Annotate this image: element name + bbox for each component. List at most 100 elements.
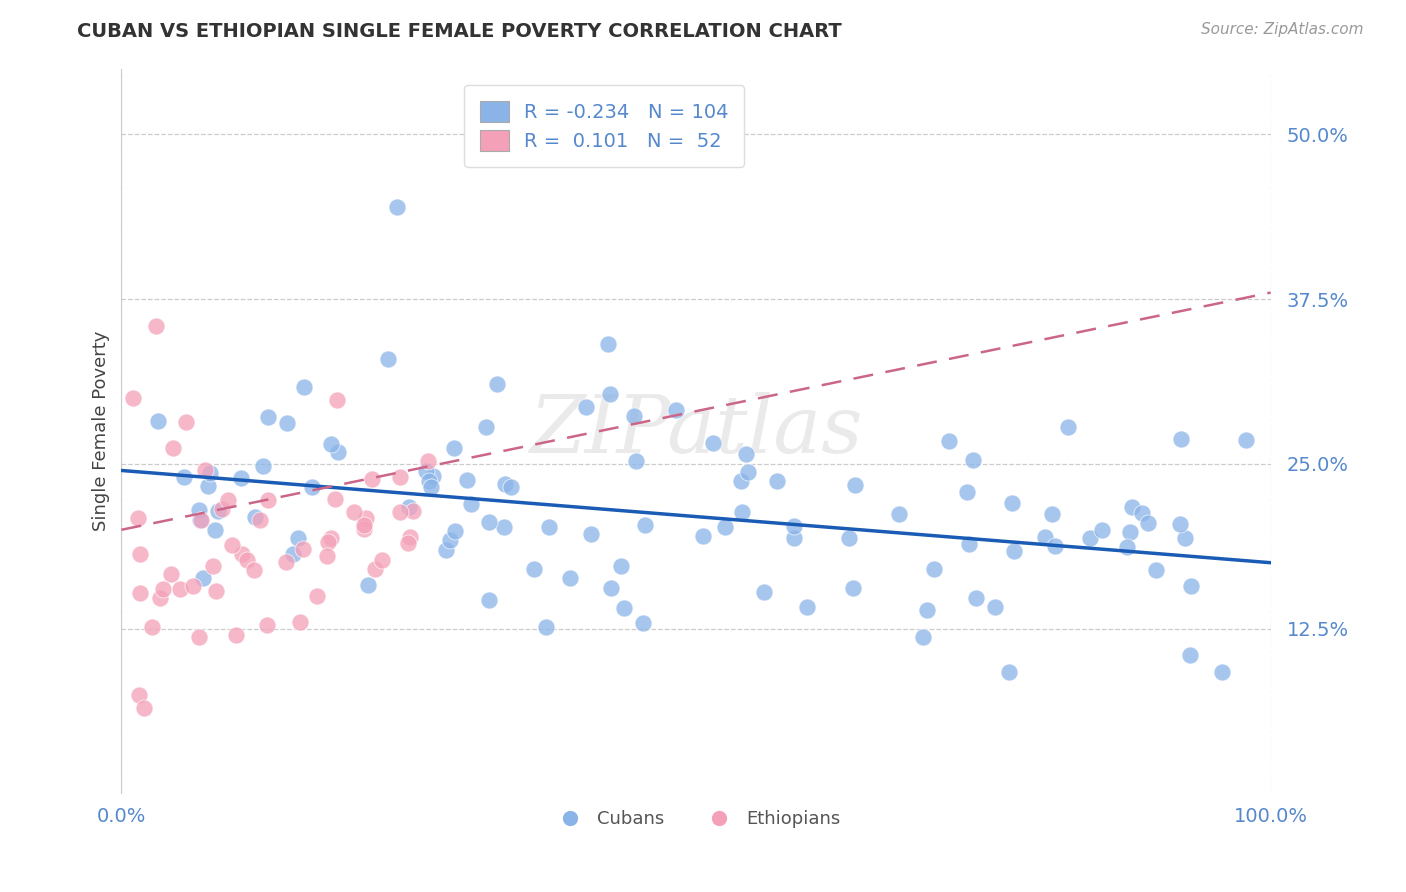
Point — [494, 476, 516, 491]
Point — [207, 504, 229, 518]
Point — [1121, 500, 1143, 514]
Point — [288, 615, 311, 629]
Point — [194, 463, 217, 477]
Point — [887, 507, 910, 521]
Point — [665, 403, 688, 417]
Point — [122, 391, 145, 405]
Point — [938, 434, 960, 448]
Point — [418, 475, 440, 489]
Point — [422, 469, 444, 483]
Point — [387, 200, 409, 214]
Point — [1168, 516, 1191, 531]
Point — [200, 466, 222, 480]
Text: ZIPatlas: ZIPatlas — [529, 392, 863, 470]
Point — [243, 563, 266, 577]
Point — [1180, 579, 1202, 593]
Point — [997, 665, 1019, 679]
Point — [752, 585, 775, 599]
Point — [256, 618, 278, 632]
Point — [292, 541, 315, 556]
Point — [460, 497, 482, 511]
Point — [842, 582, 865, 596]
Point — [217, 493, 239, 508]
Point — [598, 337, 620, 351]
Point — [714, 519, 737, 533]
Point — [188, 513, 211, 527]
Point — [229, 471, 252, 485]
Point — [730, 474, 752, 488]
Y-axis label: Single Female Poverty: Single Female Poverty — [93, 331, 110, 531]
Point — [389, 470, 412, 484]
Point — [956, 484, 979, 499]
Point — [174, 415, 197, 429]
Point — [354, 511, 377, 525]
Point — [419, 480, 441, 494]
Point — [243, 510, 266, 524]
Point — [538, 520, 561, 534]
Point — [702, 436, 724, 450]
Point — [343, 505, 366, 519]
Point — [523, 562, 546, 576]
Point — [1178, 648, 1201, 662]
Point — [922, 561, 945, 575]
Point — [301, 480, 323, 494]
Point — [287, 531, 309, 545]
Point — [1130, 506, 1153, 520]
Point — [399, 530, 422, 544]
Point — [319, 437, 342, 451]
Point — [141, 620, 163, 634]
Point — [211, 501, 233, 516]
Point — [276, 416, 298, 430]
Point — [1119, 525, 1142, 540]
Point — [363, 562, 385, 576]
Point — [188, 630, 211, 644]
Point — [1040, 508, 1063, 522]
Point — [575, 400, 598, 414]
Point — [402, 504, 425, 518]
Point — [499, 480, 522, 494]
Point — [737, 466, 759, 480]
Point — [1211, 665, 1233, 679]
Point — [478, 516, 501, 530]
Point — [187, 503, 209, 517]
Point — [965, 591, 987, 605]
Point — [1091, 523, 1114, 537]
Point — [623, 409, 645, 424]
Point — [377, 352, 399, 367]
Point — [415, 464, 437, 478]
Point — [731, 505, 754, 519]
Point — [389, 505, 412, 519]
Point — [984, 599, 1007, 614]
Point — [456, 473, 478, 487]
Point — [478, 592, 501, 607]
Point — [1170, 432, 1192, 446]
Point — [325, 392, 347, 407]
Point — [257, 410, 280, 425]
Point — [634, 517, 657, 532]
Point — [134, 700, 156, 714]
Point — [844, 478, 866, 492]
Text: Source: ZipAtlas.com: Source: ZipAtlas.com — [1201, 22, 1364, 37]
Point — [204, 524, 226, 538]
Point — [396, 535, 419, 549]
Point — [579, 526, 602, 541]
Point — [128, 547, 150, 561]
Point — [692, 529, 714, 543]
Point — [957, 537, 980, 551]
Point — [361, 472, 384, 486]
Point — [231, 547, 253, 561]
Point — [127, 510, 149, 524]
Point — [292, 380, 315, 394]
Legend: Cubans, Ethiopians: Cubans, Ethiopians — [546, 803, 848, 835]
Point — [1116, 541, 1139, 555]
Point — [173, 470, 195, 484]
Point — [146, 414, 169, 428]
Point — [765, 475, 787, 489]
Point — [434, 543, 457, 558]
Point — [1002, 543, 1025, 558]
Point — [443, 441, 465, 455]
Point — [1080, 531, 1102, 545]
Point — [319, 531, 342, 545]
Point — [485, 377, 508, 392]
Point — [1056, 419, 1078, 434]
